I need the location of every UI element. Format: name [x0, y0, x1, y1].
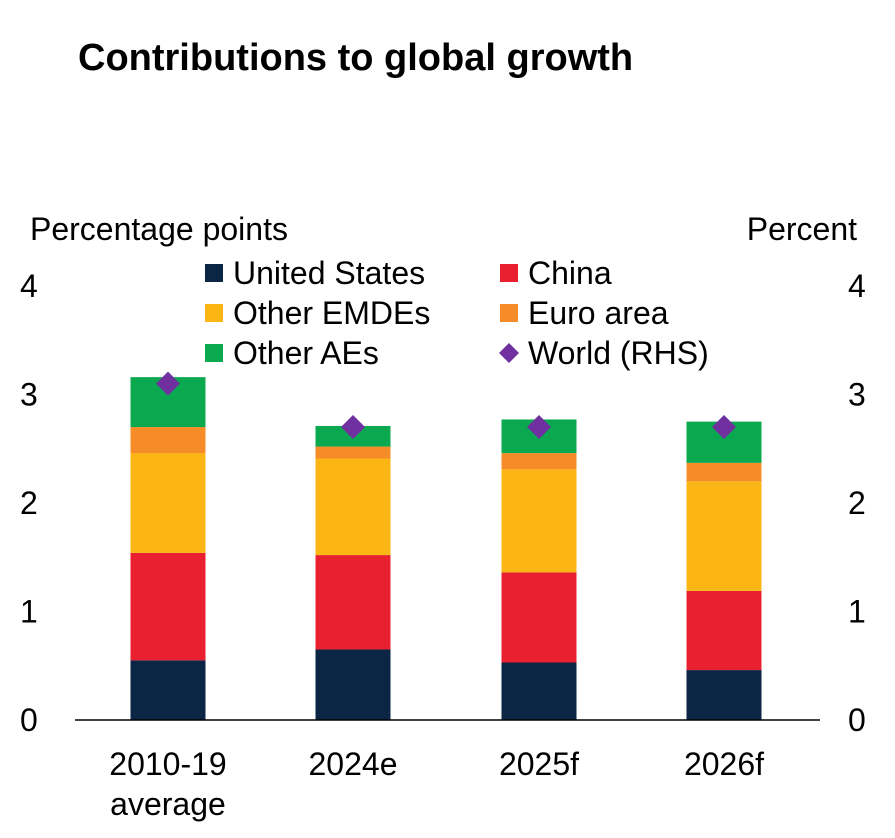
legend-swatch — [500, 264, 518, 282]
legend-label: China — [528, 255, 612, 291]
legend-swatch-diamond — [499, 343, 519, 363]
legend-swatch — [205, 304, 223, 322]
category-label: 2010-19 — [109, 746, 226, 782]
bar-segment-china — [315, 555, 391, 650]
bars — [130, 377, 762, 720]
world-marker — [341, 415, 365, 440]
right-axis: 0 1 2 3 4 — [848, 268, 866, 738]
bar-segment-united-states — [686, 670, 762, 720]
legend-label: Other AEs — [233, 335, 379, 371]
legend-label: Euro area — [528, 295, 669, 331]
world-marker — [156, 371, 180, 396]
right-axis-title: Percent — [747, 211, 857, 247]
bar-segment-other-emdes — [130, 453, 206, 553]
bar-segment-other-emdes — [315, 458, 391, 556]
category-labels: 2010-19 average 2024e 2025f 2026f — [109, 746, 764, 822]
bar-segment-euro-area — [315, 446, 391, 459]
bar-segment-other-emdes — [686, 481, 762, 591]
right-tick-label: 4 — [848, 268, 866, 304]
category-label: 2024e — [309, 746, 398, 782]
category-label: 2025f — [499, 746, 579, 782]
world-marker — [712, 415, 736, 440]
legend-label: Other EMDEs — [233, 295, 430, 331]
right-tick-label: 1 — [848, 594, 866, 630]
right-tick-label: 0 — [848, 702, 866, 738]
right-tick-label: 2 — [848, 485, 866, 521]
left-axis: 0 1 2 3 4 — [20, 268, 38, 738]
left-tick-label: 2 — [20, 485, 38, 521]
legend-label: World (RHS) — [528, 335, 709, 371]
left-tick-label: 3 — [20, 377, 38, 413]
right-tick-label: 3 — [848, 377, 866, 413]
legend-swatch — [205, 344, 223, 362]
bar-segment-euro-area — [501, 453, 577, 470]
bar-segment-china — [130, 552, 206, 661]
category-label: average — [110, 786, 226, 822]
legend-label: United States — [233, 255, 425, 291]
left-tick-label: 1 — [20, 594, 38, 630]
world-marker — [527, 415, 551, 440]
legend-swatch — [205, 264, 223, 282]
bar-segment-united-states — [315, 649, 391, 720]
left-tick-label: 4 — [20, 268, 38, 304]
bar-segment-united-states — [501, 662, 577, 720]
bar-segment-united-states — [130, 660, 206, 720]
bar-segment-euro-area — [686, 462, 762, 482]
bar-segment-china — [501, 572, 577, 663]
bar-segment-china — [686, 590, 762, 671]
bar-segment-euro-area — [130, 427, 206, 454]
bar-segment-other-emdes — [501, 469, 577, 573]
left-tick-label: 0 — [20, 702, 38, 738]
legend: United States China Other EMDEs Euro area Ot… — [205, 255, 709, 371]
left-axis-title: Percentage points — [30, 211, 288, 247]
legend-swatch — [500, 304, 518, 322]
world-markers — [156, 371, 736, 440]
category-label: 2026f — [684, 746, 764, 782]
chart-title: Contributions to global growth — [78, 37, 633, 79]
